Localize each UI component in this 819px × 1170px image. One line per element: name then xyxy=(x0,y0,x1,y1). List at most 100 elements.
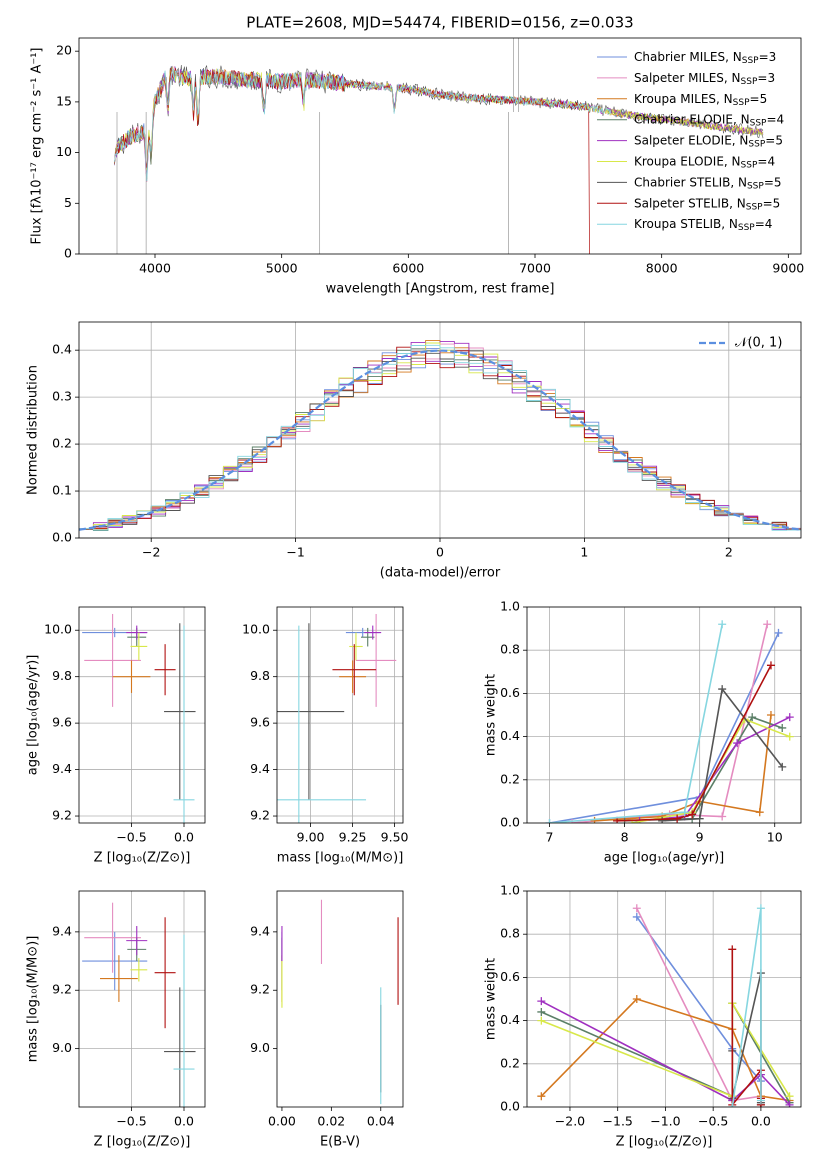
errorbar-point xyxy=(361,627,375,647)
legend-label: Chabrier STELIB, NSSP=5 xyxy=(634,175,782,191)
panel-mass-vs-ebv: 0.00 0.02 0.04 9.0 9.2 9.4 E(B-V) xyxy=(250,890,404,1150)
errorbar-point xyxy=(154,917,176,1029)
errorbar-point xyxy=(277,623,345,800)
y-tick-label: 10.0 xyxy=(242,622,270,637)
x-tick-label: −1.5 xyxy=(603,1114,633,1129)
y-tick-label: 9.4 xyxy=(250,923,270,938)
axes-frame xyxy=(276,606,404,824)
point-marker xyxy=(718,812,727,821)
point-marker xyxy=(545,819,554,823)
plot-area xyxy=(277,607,403,823)
point-marker xyxy=(778,762,787,771)
y-axis-label: mass weight xyxy=(484,674,499,756)
axes-frame xyxy=(78,321,802,539)
spectrum-line xyxy=(114,67,590,254)
y-axis-label: age [log₁₀(age/yr)] xyxy=(26,655,41,776)
x-tick-label: 0.0 xyxy=(174,1114,194,1129)
ticks: −0.5 0.0 9.0 9.2 9.4 xyxy=(52,923,194,1128)
errorbar-point xyxy=(173,934,195,1107)
point-marker xyxy=(568,819,577,823)
plot-content xyxy=(545,620,794,823)
legend: Chabrier MILES, NSSP=3 Salpeter MILES, NS… xyxy=(597,50,784,233)
panel-spectrum: 4000 5000 6000 7000 8000 9000 0 5 10 15 20 waveleng… xyxy=(30,37,804,297)
panel-age-vs-z: −0.5 0.0 9.2 9.4 9.6 9.8 10.0 Z [log₁₀(Z/Z⊙)] ag… xyxy=(26,606,206,866)
y-tick-label: 0.6 xyxy=(500,685,520,700)
x-tick-label: 0.0 xyxy=(751,1114,771,1129)
series-line xyxy=(662,687,783,822)
axes-frame xyxy=(526,890,802,1108)
plot-area xyxy=(79,38,801,254)
point-marker xyxy=(748,713,757,722)
point-marker xyxy=(688,810,697,819)
x-tick-label: 5000 xyxy=(266,261,298,276)
y-tick-label: 9.4 xyxy=(52,923,72,938)
y-tick-label: 9.0 xyxy=(52,1040,72,1055)
y-tick-label: 0.8 xyxy=(500,926,520,941)
y-axis-label: Normed distribution xyxy=(26,365,41,495)
errorbar-point xyxy=(126,625,148,640)
point-marker xyxy=(718,620,727,629)
point-marker xyxy=(763,620,772,629)
point-marker xyxy=(766,711,775,719)
ticks: −0.5 0.0 9.2 9.4 9.6 9.8 10.0 xyxy=(44,622,194,845)
axes-frame xyxy=(78,37,802,255)
x-axis-label: Z [log₁₀(Z/Z⊙)] xyxy=(616,1135,713,1150)
errorbar-point xyxy=(126,926,148,956)
x-tick-label: 7000 xyxy=(519,261,551,276)
x-tick-label: −2 xyxy=(142,545,160,560)
errorbar-point xyxy=(130,958,148,982)
y-tick-label: 0.3 xyxy=(52,389,72,404)
y-tick-label: 5 xyxy=(64,195,72,210)
y-tick-label: 9.0 xyxy=(250,1040,270,1055)
errorbar-point xyxy=(130,632,148,661)
x-tick-label: 8000 xyxy=(646,261,678,276)
point-marker xyxy=(778,723,787,732)
x-tick-label: 10 xyxy=(767,830,783,845)
errorbar-point xyxy=(84,902,141,973)
point-marker xyxy=(632,912,641,921)
errorbar-point xyxy=(100,955,138,1002)
y-tick-label: 10.0 xyxy=(44,622,72,637)
errorbar-point xyxy=(164,987,196,1107)
x-tick-label: 0.0 xyxy=(174,830,194,845)
panel-age-vs-mass: 9.00 9.25 9.50 9.2 9.4 9.6 9.8 10.0 mass [log₁₀(… xyxy=(242,606,409,866)
point-marker xyxy=(680,808,689,817)
x-tick-label: 9 xyxy=(696,830,704,845)
plot-area xyxy=(527,607,801,823)
panel-mass-weight-vs-age: 7 8 9 10 0.0 0.2 0.4 0.6 0.8 1.0 age [log₁₀(age/yr… xyxy=(484,599,802,866)
point-marker xyxy=(590,816,599,823)
y-tick-label: 9.6 xyxy=(52,715,72,730)
point-marker xyxy=(774,628,783,637)
y-tick-label: 20 xyxy=(56,43,72,58)
y-tick-label: 0.2 xyxy=(52,436,72,451)
point-marker xyxy=(766,661,775,670)
x-tick-label: 8 xyxy=(621,830,629,845)
axes-frame xyxy=(78,606,206,824)
y-tick-label: 15 xyxy=(56,93,72,108)
plot-content xyxy=(79,340,801,532)
legend-label: Salpeter STELIB, NSSP=5 xyxy=(634,196,780,212)
errorbar-point xyxy=(339,660,367,693)
legend: 𝒩(0, 1) xyxy=(699,336,782,351)
point-marker xyxy=(756,1096,765,1105)
point-marker xyxy=(756,904,765,913)
panel-mass-weight-vs-z: −2.0 −1.5 −1.0 −0.5 0.0 0.0 0.2 0.4 0.6 0.8 1.0 Z [… xyxy=(484,883,802,1150)
x-axis-label: (data-model)/error xyxy=(380,566,501,581)
y-tick-label: 9.8 xyxy=(250,668,270,683)
x-tick-label: 0.00 xyxy=(268,1114,296,1129)
legend-label: Salpeter ELODIE, NSSP=5 xyxy=(634,133,783,149)
y-tick-label: 10 xyxy=(56,144,72,159)
y-tick-label: 0.1 xyxy=(52,483,72,498)
panel-mass-vs-z: −0.5 0.0 9.0 9.2 9.4 Z [log₁₀(Z/Z⊙)] mass [log… xyxy=(26,890,206,1150)
y-tick-label: 0 xyxy=(64,246,72,261)
y-tick-label: 1.0 xyxy=(500,883,520,898)
y-tick-label: 0.8 xyxy=(500,642,520,657)
x-tick-label: 9.50 xyxy=(381,830,409,845)
plot-content xyxy=(277,613,397,823)
chart-title: PLATE=2608, MJD=54474, FIBERID=0156, z=0… xyxy=(246,14,633,32)
x-tick-label: 0 xyxy=(436,545,444,560)
point-marker xyxy=(632,904,641,913)
point-marker xyxy=(537,1092,546,1101)
point-marker xyxy=(785,732,794,741)
legend-label: Kroupa STELIB, NSSP=4 xyxy=(634,217,772,233)
